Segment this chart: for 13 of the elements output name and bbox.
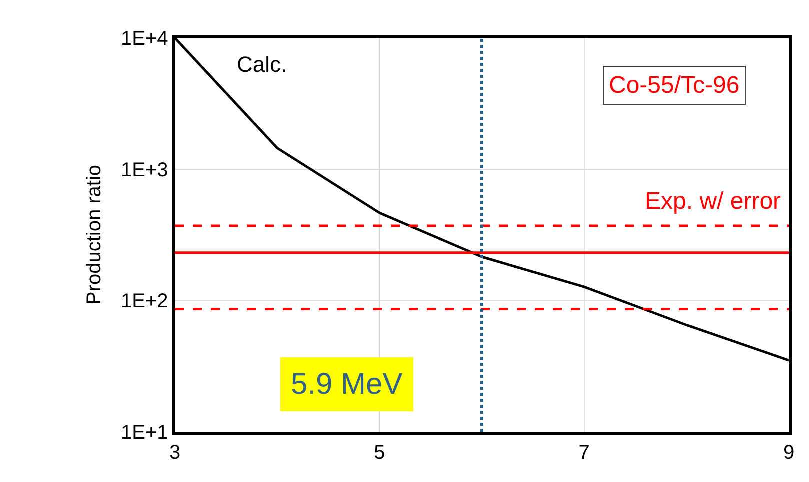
y-tick-label: 1E+2 <box>120 290 168 313</box>
annotation: Exp. w/ error <box>645 188 782 215</box>
y-tick-label: 1E+1 <box>120 422 168 444</box>
y-tick-label: 1E+3 <box>120 159 168 182</box>
y-axis-title: Production ratio <box>83 164 106 306</box>
series-label: Calc. <box>237 52 288 77</box>
y-tick-label: 1E+4 <box>120 28 168 50</box>
annotation: 5.9 MeV <box>291 368 403 401</box>
annotation: Co-55/Tc-96 <box>609 72 740 99</box>
x-tick-label: 7 <box>578 442 590 464</box>
x-tick-label: 3 <box>169 442 181 464</box>
x-tick-label: 9 <box>783 442 795 464</box>
x-tick-label: 5 <box>374 442 386 464</box>
